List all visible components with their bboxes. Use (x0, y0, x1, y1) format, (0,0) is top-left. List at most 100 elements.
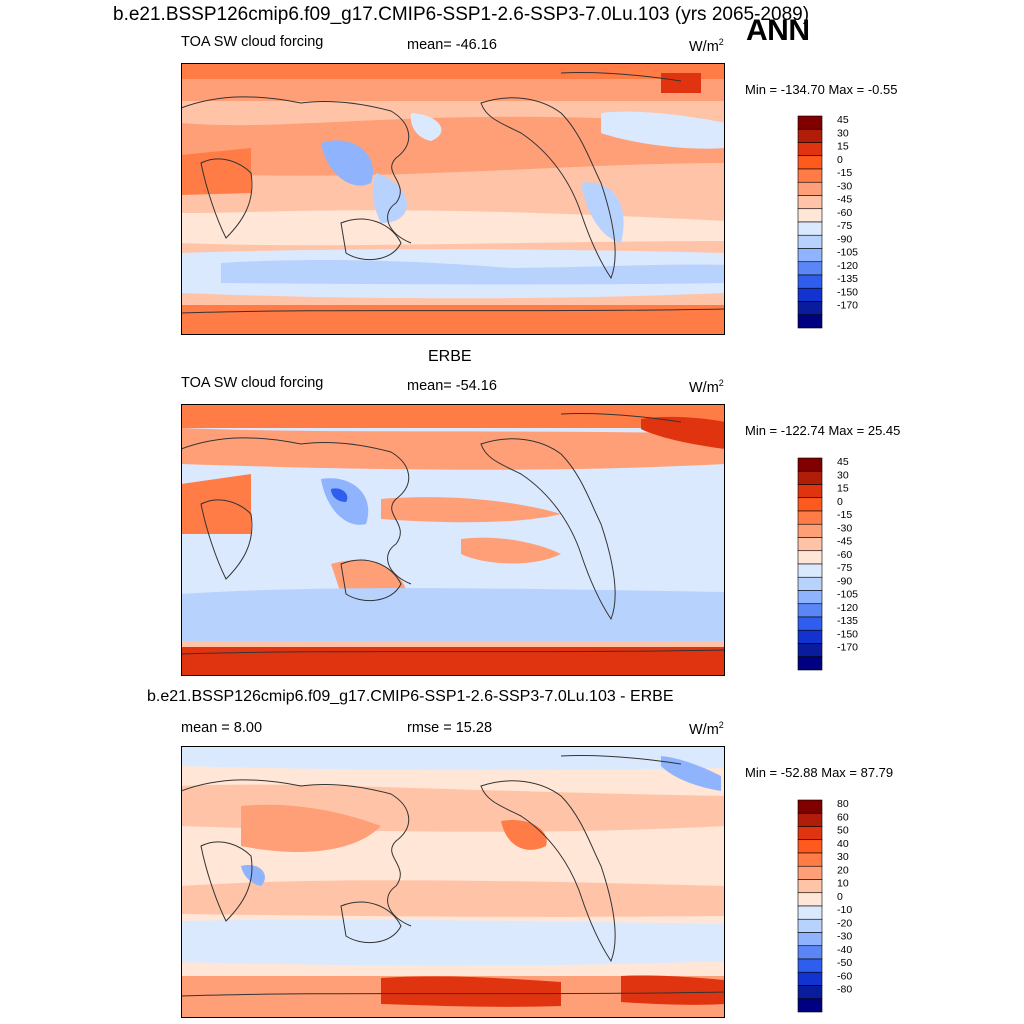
panel-2-variable: TOA SW cloud forcing (181, 375, 324, 391)
colorbar-tick-label: -105 (837, 247, 858, 259)
colorbar-tick-label: -90 (837, 233, 852, 245)
map-fill-region (181, 641, 725, 647)
map-fill-region (331, 488, 348, 502)
colorbar-tick-label: 10 (837, 878, 849, 890)
colorbar-tick-label: -150 (837, 628, 858, 640)
map-fill-region (181, 79, 725, 101)
colorbar-tick-label: -150 (837, 286, 858, 298)
colorbar-tick-label: -75 (837, 562, 852, 574)
map-frame (181, 404, 725, 676)
colorbar-tick-label: 0 (837, 154, 843, 166)
colorbar-tick-label: -170 (837, 642, 858, 654)
coastline-americas (480, 97, 616, 280)
colorbar-swatch (797, 510, 823, 525)
map-fill-region (181, 919, 725, 966)
panel-1-variable: TOA SW cloud forcing (181, 34, 324, 50)
map-fill-region (381, 976, 561, 1007)
colorbar-tick-label: -15 (837, 167, 852, 179)
map-fill-region (641, 416, 725, 449)
colorbar-tick-label: -30 (837, 931, 852, 943)
map-fill-region (241, 804, 381, 852)
map-fill-region (321, 140, 373, 186)
colorbar-swatch (797, 234, 823, 249)
coastline-eurasia-africa (181, 437, 412, 585)
coastline-australia (340, 559, 402, 602)
map-fill-region (461, 537, 561, 564)
colorbar-tick-label: 30 (837, 127, 849, 139)
map-fill-region (181, 116, 725, 176)
colorbar-tick-label: -20 (837, 917, 852, 929)
coastline-australia (340, 218, 402, 261)
colorbar-swatch (797, 656, 823, 671)
coastline-antarctica (181, 649, 725, 655)
colorbar-tick-label: 30 (837, 851, 849, 863)
colorbar-tick-label: -50 (837, 957, 852, 969)
colorbar-swatch (797, 523, 823, 538)
colorbar-swatch (797, 892, 823, 907)
colorbar-swatch (797, 457, 823, 472)
panel-2-map (181, 404, 725, 676)
colorbar-swatch (797, 971, 823, 986)
colorbar-swatch (797, 905, 823, 920)
colorbar-tick-label: -170 (837, 300, 858, 312)
colorbar-tick-label: 0 (837, 891, 843, 903)
colorbar-tick-label: -75 (837, 220, 852, 232)
panel-3-heading: b.e21.BSSP126cmip6.f09_g17.CMIP6-SSP1-2.… (147, 688, 674, 705)
colorbar-swatch (797, 852, 823, 867)
map-fill-region (181, 644, 725, 676)
panel-1-minmax: Min = -134.70 Max = -0.55 (745, 82, 898, 97)
map-fill-region (181, 880, 725, 917)
colorbar-swatch (797, 142, 823, 157)
colorbar-tick-label: -60 (837, 549, 852, 561)
coastline-americas (480, 780, 616, 963)
map-fill-region (181, 305, 725, 335)
coastline-africa (200, 841, 253, 922)
colorbar-swatch (797, 155, 823, 170)
colorbar-swatch (797, 865, 823, 880)
colorbar-swatch (797, 537, 823, 552)
panel-1-mean: mean= -46.16 (407, 37, 497, 53)
colorbar-swatch (797, 629, 823, 644)
colorbar-swatch (797, 826, 823, 841)
colorbar-swatch (797, 128, 823, 143)
map-fill-region (181, 588, 725, 644)
colorbar-tick-label: 80 (837, 798, 849, 810)
map-fill-region (181, 210, 725, 246)
colorbar-swatch (797, 301, 823, 316)
colorbar-tick-label: -80 (837, 984, 852, 996)
colorbar-tick-label: -30 (837, 180, 852, 192)
colorbar-tick-label: -60 (837, 207, 852, 219)
colorbar-tick-label: 15 (837, 483, 849, 495)
coastline-africa (200, 499, 253, 580)
colorbar-swatch (797, 497, 823, 512)
map-fill-region (181, 63, 725, 79)
colorbar-swatch (797, 998, 823, 1013)
colorbar-tick-label: 15 (837, 141, 849, 153)
colorbar-swatch (797, 799, 823, 814)
coastline-antarctica (181, 308, 725, 314)
panel-3-map (181, 746, 725, 1018)
map-fill-region (661, 756, 721, 791)
colorbar-tick-label: -30 (837, 522, 852, 534)
map-fill-region (621, 975, 725, 1005)
colorbar-swatch (797, 590, 823, 605)
coastline-antarctica (181, 991, 725, 997)
colorbar-swatch (797, 616, 823, 631)
colorbar-swatch (797, 603, 823, 618)
map-frame (181, 63, 725, 335)
coastline-africa (200, 158, 253, 239)
map-fill-region (661, 73, 701, 93)
colorbar-tick-label: -10 (837, 904, 852, 916)
colorbar-swatch (797, 314, 823, 329)
colorbar-tick-label: 20 (837, 864, 849, 876)
colorbar-swatch (797, 181, 823, 196)
colorbar-swatch (797, 168, 823, 183)
colorbar-swatch (797, 563, 823, 578)
colorbar-tick-label: -105 (837, 589, 858, 601)
map-fill-region (410, 113, 442, 141)
colorbar-tick-label: 50 (837, 825, 849, 837)
panel-3-mean: mean = 8.00 (181, 720, 263, 736)
colorbar-swatch (797, 274, 823, 289)
